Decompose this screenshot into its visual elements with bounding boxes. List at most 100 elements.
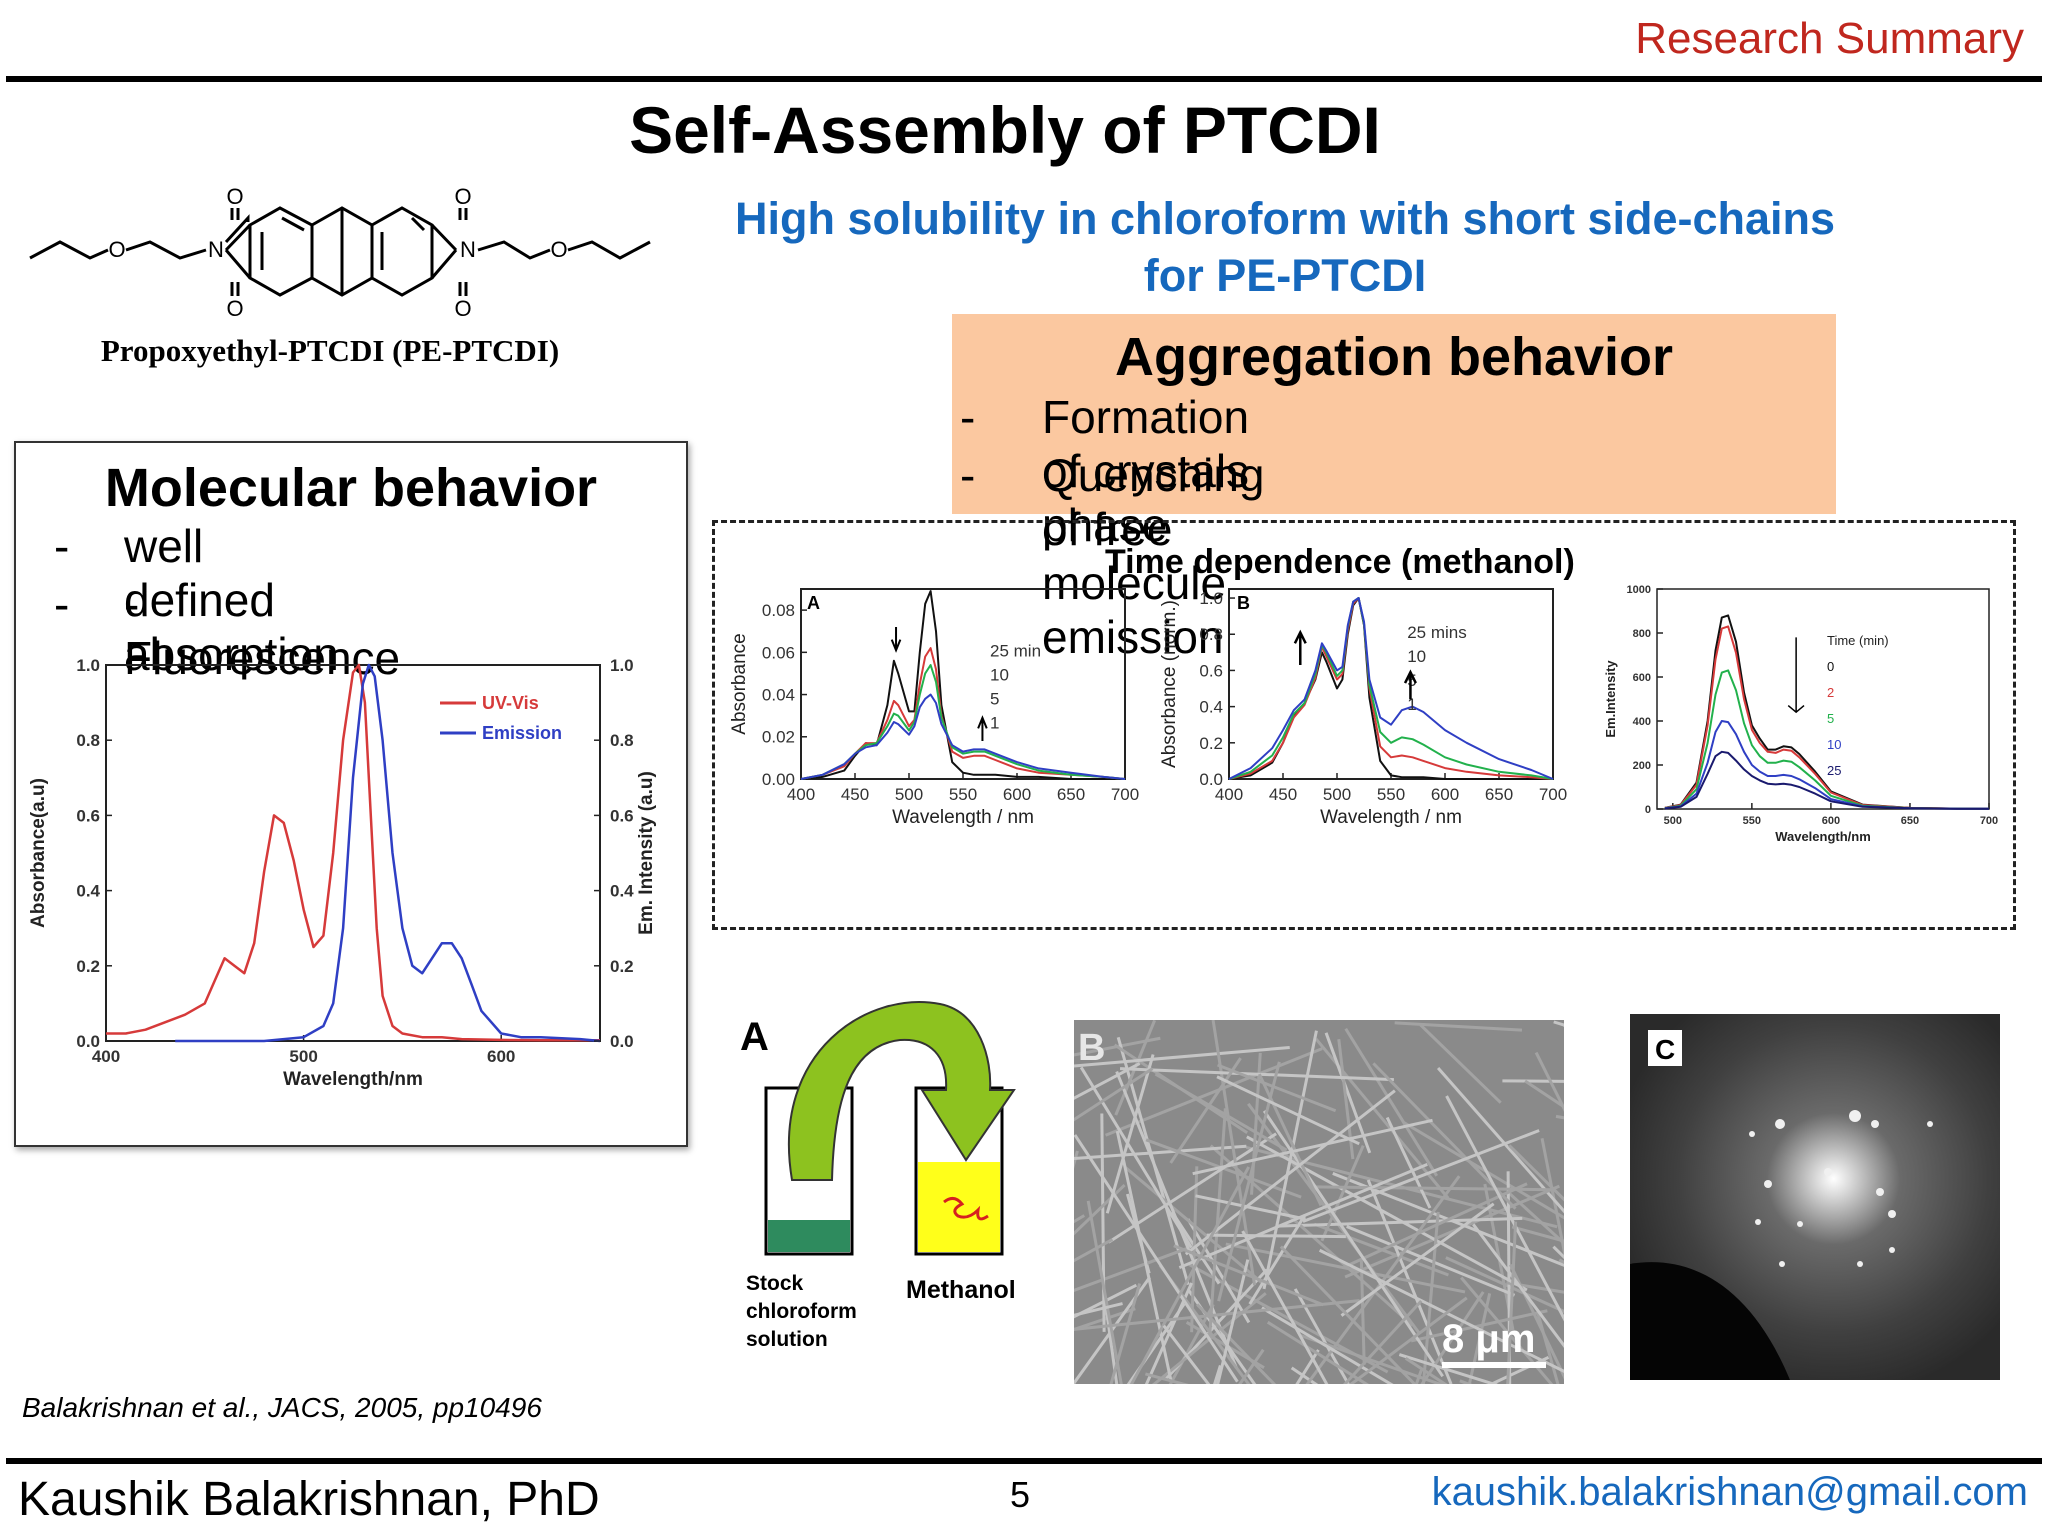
nitrogen-label-left: N (208, 237, 224, 262)
annotation-label: 1 (1407, 695, 1416, 714)
oxygen-label-top-right: O (454, 184, 471, 209)
y-tick-label: 1.0 (76, 656, 100, 675)
sem-fiber (1105, 1054, 1155, 1214)
sem-fiber (1074, 1036, 1161, 1057)
y-tick-label: 0.06 (762, 643, 795, 662)
sem-fiber (1074, 1247, 1188, 1292)
sem-fiber (1109, 1283, 1142, 1384)
sem-fiber (1114, 1020, 1157, 1116)
sem-fiber (1402, 1120, 1564, 1220)
sem-fiber (1506, 1190, 1564, 1246)
sem-fiber (1467, 1293, 1492, 1384)
y-tick-label: 0.0 (76, 1032, 100, 1051)
sem-fiber (1151, 1292, 1267, 1384)
annotation-label: 25 min (990, 642, 1041, 661)
y2-tick-label: 0.4 (610, 882, 634, 901)
annotation-label: 10 (1407, 647, 1426, 666)
sem-fiber (1074, 1307, 1136, 1332)
sem-fiber (1262, 1030, 1318, 1290)
bullet-dash: - (960, 449, 976, 501)
y-tick-label: 0 (1645, 804, 1651, 816)
sem-fiber (1074, 1283, 1138, 1319)
stock-solution (768, 1220, 850, 1252)
sem-fiber (1344, 1027, 1438, 1177)
sem-fiber (1410, 1309, 1548, 1343)
y-tick-label: 1000 (1627, 584, 1651, 596)
legend-label: Emission (482, 723, 562, 743)
y2-tick-label: 0.8 (610, 731, 634, 750)
sem-fiber (1074, 1062, 1141, 1100)
x-tick-label: 450 (841, 785, 869, 804)
sem-fiber (1168, 1303, 1215, 1384)
sem-fiber (1511, 1225, 1564, 1243)
x-axis-label: Wavelength / nm (892, 807, 1034, 828)
sem-fiber (1349, 1182, 1528, 1266)
up-arrow-icon (1293, 629, 1307, 665)
sem-fiber (1217, 1063, 1337, 1113)
sem-fiber (1359, 1260, 1366, 1365)
sem-fiber (1385, 1116, 1432, 1209)
aggregation-behavior-box: Aggregation behavior - Formation of crys… (952, 314, 1836, 663)
y2-tick-label: 1.0 (610, 656, 634, 675)
footer-email[interactable]: kaushik.balakrishnan@gmail.com (1431, 1470, 2028, 1514)
sem-fiber (1421, 1211, 1440, 1384)
x-tick-label: 550 (949, 785, 977, 804)
bullet-text: well defined absorption (124, 520, 339, 680)
sem-fiber (1169, 1057, 1242, 1164)
section-label: Research Summary (1635, 14, 2024, 63)
sem-fiber (1162, 1324, 1211, 1384)
y-tick-label: 0.2 (76, 957, 100, 976)
sem-scale-bar (1442, 1362, 1546, 1368)
legend-label: 25 (1827, 763, 1841, 778)
sem-fiber (1506, 1221, 1518, 1384)
oxygen-label-bottom-left: O (226, 296, 243, 321)
stock-label-line-1: Stock (746, 1272, 804, 1295)
y-tick-label: 0.4 (1199, 698, 1223, 717)
y-axis-label: Absorbance (729, 633, 750, 734)
panel-label: B (1237, 593, 1250, 613)
series-line-25 (1664, 750, 1989, 810)
sem-fiber (1074, 1045, 1290, 1068)
sem-fiber (1196, 1303, 1277, 1384)
x-tick-label: 450 (1269, 785, 1297, 804)
series-line-2 (1664, 625, 1990, 810)
sem-fiber (1524, 1079, 1564, 1109)
molecule-caption: Propoxyethyl-PTCDI (PE-PTCDI) (100, 333, 560, 368)
sem-fiber (1074, 1302, 1123, 1317)
transfer-arrow-icon (787, 1001, 1016, 1181)
series-line-5 (1228, 597, 1554, 780)
y-tick-label: 0.02 (762, 728, 795, 747)
x-tick-label: 400 (1215, 785, 1243, 804)
sem-fiber (1261, 1306, 1394, 1384)
molecular-behavior-box: Molecular behavior - well defined absorp… (14, 441, 688, 1147)
sem-fiber (1318, 1248, 1564, 1374)
footer-author: Kaushik Balakrishnan, PhD (18, 1473, 600, 1526)
y2-axis-label: Em. Intensity (a.u) (636, 771, 657, 935)
sem-fiber (1247, 1102, 1421, 1334)
panel-label: A (807, 593, 820, 613)
sem-fiber (1144, 1282, 1193, 1384)
sem-fiber (1248, 1214, 1307, 1305)
y-tick-label: 400 (1633, 716, 1651, 728)
aggregate-squiggle (943, 1197, 989, 1221)
diffraction-panel-label: C (1655, 1034, 1675, 1065)
x-tick-label: 550 (1743, 815, 1761, 827)
sem-fiber (1115, 1070, 1238, 1369)
x-tick-label: 650 (1057, 785, 1085, 804)
up-arrow-icon (977, 715, 988, 741)
sem-fiber (1119, 1067, 1394, 1082)
y2-tick-label: 0.0 (610, 1032, 634, 1051)
y2-tick-label: 0.2 (610, 957, 634, 976)
sem-fiber (1192, 1118, 1433, 1176)
sem-fiber (1295, 1349, 1320, 1384)
sem-fiber (1158, 1264, 1251, 1384)
annotation-label: 1 (990, 714, 999, 733)
annotation-label: 10 (990, 666, 1009, 685)
stock-label-line-2: chloroform (746, 1300, 857, 1323)
time-dependence-charts: 400 450 500 550 600 650 7000.000.020.040.060.0… (729, 584, 1998, 844)
down-arrow-icon (890, 627, 902, 653)
x-tick-label: 600 (1431, 785, 1459, 804)
sem-fiber (1195, 1194, 1306, 1221)
sem-fiber (1302, 1129, 1540, 1223)
x-axis-label: Wavelength / nm (1320, 807, 1462, 828)
